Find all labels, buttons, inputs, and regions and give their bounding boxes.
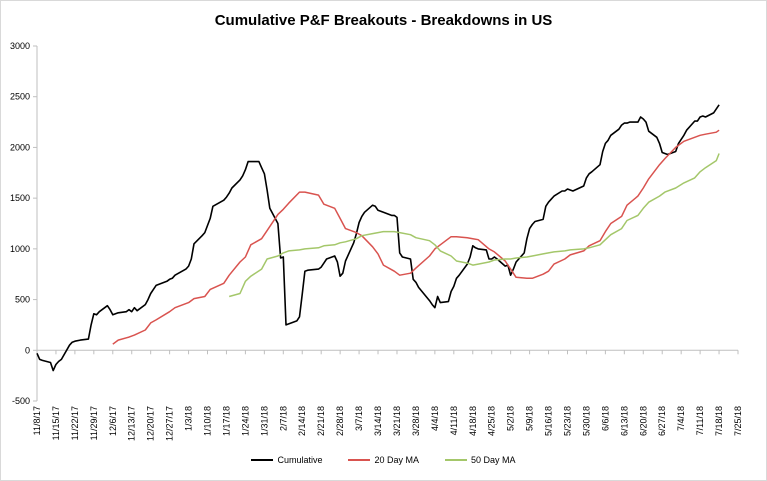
y-tick-label: 2000 bbox=[10, 142, 30, 152]
x-tick-label: 12/20/17 bbox=[146, 406, 156, 441]
y-tick-label: 3000 bbox=[10, 41, 30, 51]
series-line-20-day-ma bbox=[112, 129, 720, 345]
series-line-50-day-ma bbox=[228, 153, 720, 298]
x-tick-label: 11/29/17 bbox=[89, 406, 99, 440]
x-tick-label: 6/27/18 bbox=[657, 406, 667, 436]
x-tick-label: 1/3/18 bbox=[184, 406, 194, 431]
legend-item-cumulative: Cumulative bbox=[251, 455, 322, 465]
legend-label: Cumulative bbox=[277, 455, 323, 465]
y-tick-label: 1000 bbox=[10, 244, 30, 254]
x-tick-label: 5/23/18 bbox=[562, 406, 572, 436]
x-tick-label: 4/11/18 bbox=[449, 406, 459, 435]
x-tick-label: 4/18/18 bbox=[468, 406, 478, 436]
x-tick-label: 11/8/17 bbox=[32, 406, 42, 435]
x-tick-label: 1/31/18 bbox=[259, 406, 269, 436]
x-tick-label: 12/13/17 bbox=[127, 406, 137, 441]
legend-label: 50 Day MA bbox=[471, 455, 516, 465]
x-tick-label: 4/4/18 bbox=[430, 406, 440, 431]
x-tick-label: 2/28/18 bbox=[335, 406, 345, 436]
legend-swatch bbox=[445, 459, 468, 461]
y-tick-label: 1500 bbox=[10, 193, 30, 203]
chart-title: Cumulative P&F Breakouts - Breakdowns in… bbox=[214, 12, 553, 29]
y-tick-label: 500 bbox=[15, 295, 30, 305]
x-tick-label: 2/7/18 bbox=[278, 406, 288, 431]
x-axis: 11/8/17 11/15/17 11/22/17 11/29/17 12/6/17 12… bbox=[32, 349, 743, 441]
x-tick-label: 5/2/18 bbox=[506, 406, 516, 431]
legend-swatch bbox=[348, 459, 371, 461]
legend-label: 20 Day MA bbox=[374, 455, 420, 465]
x-tick-label: 5/30/18 bbox=[581, 406, 591, 436]
x-tick-label: 3/7/18 bbox=[354, 406, 364, 431]
series-layer bbox=[36, 104, 720, 372]
y-tick-label: 2500 bbox=[10, 92, 30, 102]
x-tick-label: 3/21/18 bbox=[392, 406, 402, 436]
x-tick-label: 1/17/18 bbox=[221, 406, 231, 436]
x-tick-label: 3/14/18 bbox=[373, 406, 383, 436]
x-tick-label: 7/4/18 bbox=[676, 406, 686, 431]
x-tick-label: 7/25/18 bbox=[733, 406, 743, 436]
x-tick-label: 1/24/18 bbox=[240, 406, 250, 436]
x-tick-label: 4/25/18 bbox=[487, 406, 497, 436]
x-tick-label: 1/10/18 bbox=[203, 406, 213, 436]
x-tick-label: 7/11/18 bbox=[695, 406, 705, 435]
y-axis: -500 0 500 1000 1500 2000 2500 3000 bbox=[10, 41, 38, 406]
x-tick-label: 12/27/17 bbox=[165, 406, 175, 441]
x-tick-label: 5/16/18 bbox=[544, 406, 554, 436]
x-tick-label: 6/13/18 bbox=[619, 406, 629, 436]
series-line-cumulative bbox=[36, 104, 720, 372]
y-tick-label: 0 bbox=[25, 345, 30, 355]
legend: Cumulative 20 Day MA 50 Day MA bbox=[0, 455, 767, 465]
x-tick-label: 5/9/18 bbox=[525, 406, 535, 431]
x-tick-label: 6/6/18 bbox=[600, 406, 610, 431]
legend-item-20-day-ma: 20 Day MA bbox=[348, 455, 419, 465]
x-tick-label: 2/21/18 bbox=[316, 406, 326, 436]
x-tick-label: 7/18/18 bbox=[714, 406, 724, 436]
legend-item-50-day-ma: 50 Day MA bbox=[445, 455, 516, 465]
legend-swatch bbox=[251, 459, 274, 461]
x-tick-label: 11/15/17 bbox=[51, 406, 61, 440]
x-tick-label: 11/22/17 bbox=[70, 406, 80, 440]
x-tick-label: 12/6/17 bbox=[108, 406, 118, 436]
x-tick-label: 3/28/18 bbox=[411, 406, 421, 436]
x-tick-label: 2/14/18 bbox=[297, 406, 307, 436]
y-tick-label: -500 bbox=[12, 396, 30, 406]
x-tick-label: 6/20/18 bbox=[638, 406, 648, 436]
